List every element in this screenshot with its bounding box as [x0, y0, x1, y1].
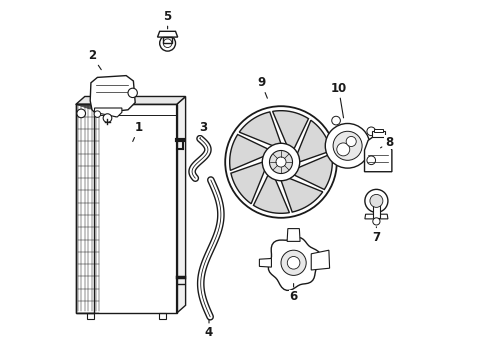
Polygon shape	[294, 120, 331, 164]
Bar	[374, 129, 383, 132]
Polygon shape	[95, 108, 122, 117]
Bar	[372, 131, 385, 137]
Polygon shape	[231, 160, 268, 204]
Circle shape	[77, 109, 86, 118]
Text: 6: 6	[290, 284, 298, 303]
Polygon shape	[76, 96, 186, 104]
Circle shape	[105, 110, 111, 117]
Circle shape	[333, 131, 362, 160]
Polygon shape	[365, 136, 392, 172]
Polygon shape	[253, 170, 290, 213]
Circle shape	[325, 123, 370, 168]
Polygon shape	[311, 250, 330, 270]
Circle shape	[112, 110, 119, 117]
Polygon shape	[279, 176, 323, 212]
Circle shape	[128, 88, 137, 98]
Circle shape	[281, 250, 306, 275]
Bar	[87, 313, 94, 319]
Text: 4: 4	[205, 320, 213, 339]
Text: 5: 5	[164, 10, 171, 29]
Polygon shape	[90, 76, 135, 113]
Polygon shape	[157, 31, 178, 37]
Polygon shape	[269, 237, 321, 291]
Circle shape	[276, 157, 286, 167]
Polygon shape	[287, 229, 300, 241]
Polygon shape	[239, 112, 283, 148]
Bar	[373, 201, 380, 218]
Polygon shape	[230, 135, 272, 170]
Circle shape	[373, 218, 380, 225]
Circle shape	[332, 116, 341, 125]
Bar	[163, 37, 172, 43]
Circle shape	[270, 150, 293, 174]
Circle shape	[367, 127, 375, 136]
Circle shape	[160, 35, 175, 51]
Text: 8: 8	[381, 136, 393, 149]
Circle shape	[103, 114, 112, 122]
Polygon shape	[365, 214, 388, 219]
Circle shape	[367, 156, 375, 165]
Text: 9: 9	[257, 76, 268, 98]
Circle shape	[346, 136, 356, 147]
Circle shape	[337, 143, 350, 156]
Text: 7: 7	[372, 227, 380, 244]
Text: 10: 10	[330, 82, 347, 118]
Text: 1: 1	[133, 121, 143, 141]
Circle shape	[262, 143, 300, 181]
Polygon shape	[259, 258, 271, 267]
Circle shape	[370, 194, 383, 207]
Polygon shape	[176, 96, 186, 313]
Bar	[159, 313, 166, 319]
Polygon shape	[272, 111, 309, 154]
Circle shape	[365, 189, 388, 212]
Circle shape	[287, 256, 300, 269]
Polygon shape	[290, 154, 332, 189]
Text: 3: 3	[199, 121, 208, 139]
Circle shape	[94, 111, 100, 117]
Text: 2: 2	[88, 49, 101, 70]
